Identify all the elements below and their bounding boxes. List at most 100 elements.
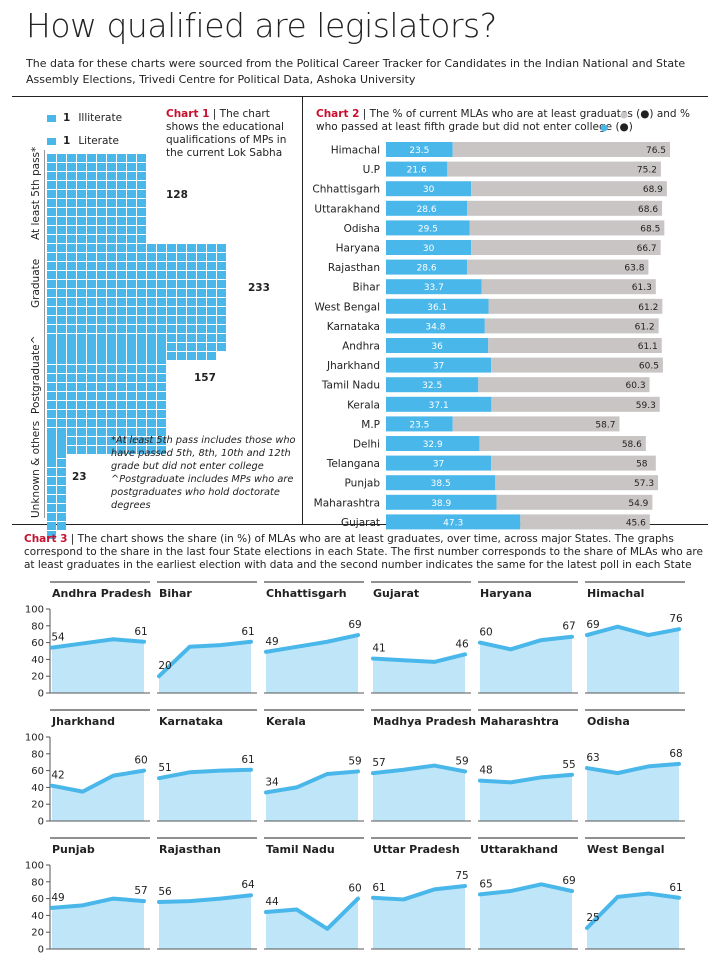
y-tick-label: 80 — [31, 749, 44, 760]
waffle-square — [117, 289, 126, 297]
bar-fifth-pass — [471, 240, 661, 255]
waffle-square — [47, 356, 56, 364]
waffle-square — [107, 280, 116, 288]
waffle-square — [97, 338, 106, 346]
y-tick-label: 100 — [25, 861, 44, 872]
series-area — [159, 641, 251, 693]
waffle-square — [67, 217, 76, 225]
first-value-label: 49 — [265, 636, 278, 648]
waffle-square — [197, 244, 206, 252]
waffle-square — [197, 325, 206, 333]
waffle-square — [177, 352, 186, 360]
waffle-square — [127, 410, 136, 418]
waffle-square — [67, 446, 76, 454]
waffle-square — [67, 226, 76, 234]
waffle-square — [47, 271, 56, 279]
waffle-square — [97, 163, 106, 171]
waffle-square — [157, 437, 166, 445]
waffle-square — [97, 262, 106, 270]
last-value-label: 46 — [455, 638, 469, 650]
waffle-square — [157, 253, 166, 261]
waffle-square — [67, 437, 76, 445]
waffle-square — [137, 271, 146, 279]
series-area — [480, 774, 572, 821]
bar-category-label: Odisha — [344, 223, 380, 235]
waffle-square — [47, 347, 56, 355]
waffle-square — [147, 271, 156, 279]
bar-value-fifth-pass: 60.3 — [626, 381, 646, 391]
waffle-square — [77, 347, 86, 355]
waffle-square — [107, 356, 116, 364]
bar-category-label: Telangana — [326, 458, 380, 470]
waffle-square — [187, 271, 196, 279]
waffle-square — [97, 244, 106, 252]
waffle-square — [127, 437, 136, 445]
waffle-square — [207, 325, 216, 333]
panel-title: Rajasthan — [159, 843, 221, 856]
waffle-square — [127, 347, 136, 355]
waffle-square — [187, 280, 196, 288]
bar-value-fifth-pass: 76.5 — [646, 146, 666, 156]
waffle-square — [87, 244, 96, 252]
legend-dot-grey-icon — [620, 111, 628, 119]
y-tick-label: 0 — [38, 817, 44, 828]
bar-graduate — [386, 298, 489, 314]
bar-value-graduate: 28.6 — [417, 205, 437, 215]
waffle-square — [107, 217, 116, 225]
waffle-square — [67, 419, 76, 427]
waffle-square — [77, 280, 86, 288]
waffle-square — [157, 280, 166, 288]
bar-value-fifth-pass: 63.8 — [624, 264, 644, 274]
waffle-square — [147, 446, 156, 454]
first-value-label: 61 — [372, 882, 385, 894]
waffle-square — [67, 374, 76, 382]
waffle-square — [177, 334, 186, 342]
waffle-square — [77, 392, 86, 400]
series-line — [478, 882, 574, 897]
waffle-square — [77, 410, 86, 418]
waffle-square — [97, 374, 106, 382]
waffle-square — [197, 271, 206, 279]
waffle-square — [47, 208, 56, 216]
waffle-square — [57, 181, 66, 189]
waffle-square — [157, 262, 166, 270]
bar-graduate — [386, 377, 479, 393]
legend-label: Literate — [78, 135, 119, 147]
waffle-square — [67, 383, 76, 391]
waffle-square — [147, 437, 156, 445]
last-value-label: 67 — [562, 621, 575, 633]
waffle-square — [207, 244, 216, 252]
bar-value-graduate: 32.9 — [423, 440, 443, 450]
waffle-square — [57, 172, 66, 180]
waffle-square — [127, 298, 136, 306]
waffle-square — [97, 199, 106, 207]
waffle-square — [87, 325, 96, 333]
waffle-square — [217, 262, 226, 270]
waffle-square — [157, 374, 166, 382]
last-value-label: 55 — [562, 759, 575, 771]
waffle-square — [57, 401, 66, 409]
waffle-square — [177, 343, 186, 351]
waffle-square — [57, 513, 66, 521]
waffle-square — [197, 352, 206, 360]
waffle-square — [67, 401, 76, 409]
waffle-square — [137, 383, 146, 391]
panel-title: Karnataka — [159, 715, 223, 728]
waffle-square — [117, 383, 126, 391]
bar-value-graduate: 28.6 — [417, 264, 437, 274]
waffle-square — [107, 298, 116, 306]
waffle-square — [57, 280, 66, 288]
waffle-square — [107, 374, 116, 382]
waffle-square — [147, 289, 156, 297]
waffle-square — [57, 253, 66, 261]
bar-graduate — [386, 416, 453, 432]
series-area — [587, 626, 679, 693]
bar-fifth-pass — [488, 298, 663, 314]
y-tick-label: 80 — [31, 877, 44, 888]
y-tick-label: 20 — [31, 800, 44, 811]
waffle-square — [177, 298, 186, 306]
waffle-square — [57, 468, 66, 476]
last-value-label: 60 — [134, 755, 147, 767]
waffle-square — [157, 244, 166, 252]
series-line — [371, 652, 467, 664]
